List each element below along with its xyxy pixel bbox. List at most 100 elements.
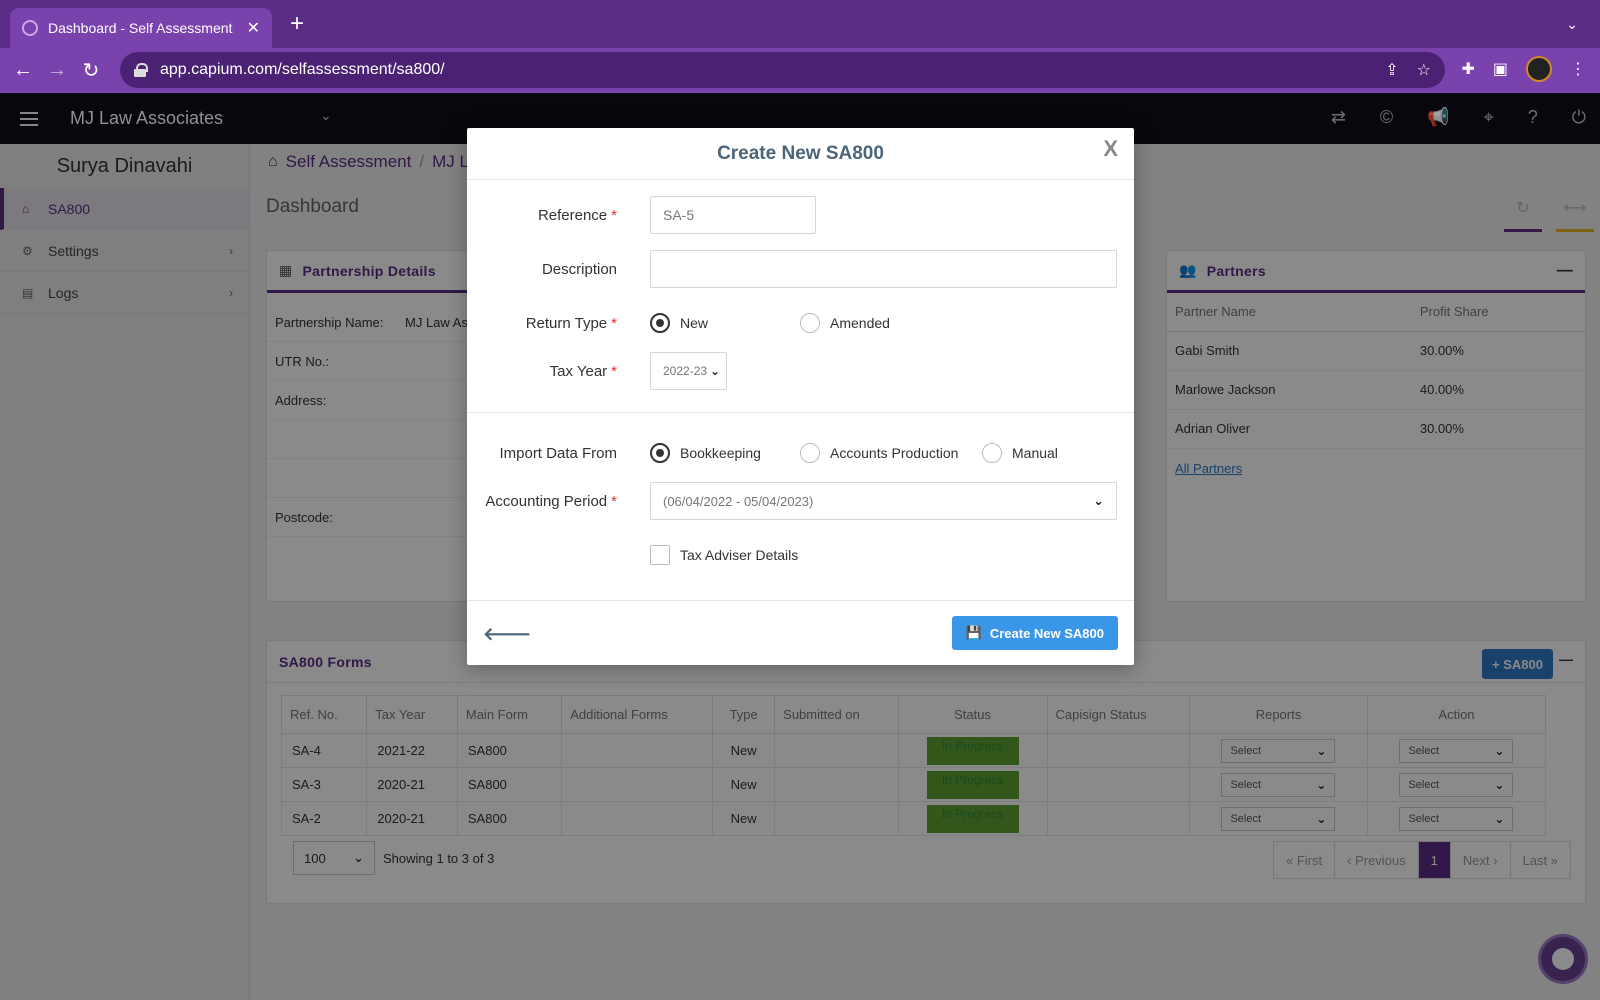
checkbox-unchecked-icon[interactable] [650, 545, 670, 565]
back-arrow-icon[interactable]: 🡐 [483, 624, 532, 644]
create-sa800-modal: Create New SA800 X Reference * SA-5 Descr… [467, 128, 1134, 665]
chevron-down-icon: ⌄ [1316, 811, 1327, 826]
return-type-new-radio[interactable]: New [650, 313, 708, 333]
button-label: Create New SA800 [989, 625, 1104, 641]
action-select[interactable]: Select ⌄ [1399, 738, 1514, 763]
description-row: Description [467, 250, 1134, 288]
action-select[interactable]: Select ⌄ [1399, 806, 1514, 831]
chrome-menu-icon[interactable]: ⋮ [1570, 61, 1586, 78]
sidebar-item-settings[interactable]: ⚙ Settings › [0, 230, 249, 272]
home-icon[interactable]: ⌂ [268, 153, 278, 170]
add-sa800-button[interactable]: + SA800 [1482, 649, 1553, 679]
table-row: Gabi Smith 30.00% [1167, 331, 1585, 371]
import-bookkeeping-radio[interactable]: Bookkeeping [650, 443, 761, 463]
import-manual-radio[interactable]: Manual [982, 443, 1058, 463]
create-sa800-button[interactable]: 💾 Create New SA800 [951, 616, 1118, 650]
url-text[interactable]: app.capium.com/selfassessment/sa800/ [160, 61, 445, 78]
action-select[interactable]: Select ⌄ [1399, 772, 1514, 797]
browser-tab[interactable]: Dashboard - Self Assessment ✕ [10, 8, 272, 48]
chevron-down-icon: ⌄ [1316, 743, 1327, 758]
radio-label: Accounts Production [830, 445, 959, 461]
hamburger-menu-icon[interactable] [20, 111, 38, 126]
reload-icon[interactable]: ↻ [82, 60, 100, 82]
partner-name: Adrian Oliver [1167, 409, 1412, 449]
chevron-down-icon: ⌄ [709, 364, 720, 378]
ref-cell: SA-2 [280, 801, 368, 836]
chevron-down-icon[interactable]: ⌄ [320, 107, 332, 123]
tab-close-icon[interactable]: ✕ [246, 20, 260, 37]
back-arrow-icon[interactable]: ← [13, 59, 33, 81]
help-icon[interactable]: ? [1527, 107, 1538, 127]
partner-name: Marlowe Jackson [1167, 370, 1412, 410]
lock-icon[interactable] [134, 63, 148, 77]
radio-unchecked-icon[interactable] [800, 313, 820, 333]
select-label: Select [1230, 778, 1262, 791]
power-icon[interactable]: ⏻ [1571, 107, 1586, 127]
tax-adviser-checkbox[interactable]: Tax Adviser Details [650, 545, 798, 565]
column-header: Additional Forms [561, 695, 714, 734]
sidebar: Surya Dinavahi ⌂ SA800 ⚙ Settings › ▤ Lo… [0, 144, 250, 1000]
radio-checked-icon[interactable] [650, 313, 670, 333]
sidebar-item-sa800[interactable]: ⌂ SA800 [0, 188, 249, 230]
tab-list-chevron-icon[interactable]: ⌄ [1566, 16, 1578, 32]
refresh-icon[interactable]: ↻ [1504, 198, 1542, 232]
extensions-puzzle-icon[interactable]: ✚ [1461, 61, 1475, 78]
side-panel-icon[interactable]: ▣ [1492, 61, 1508, 78]
last-page-button[interactable]: Last » [1510, 842, 1570, 878]
field-label: Import Data From [499, 444, 617, 462]
company-selector[interactable]: MJ Law Associates [70, 108, 224, 128]
chevron-down-icon: ⌄ [1494, 743, 1505, 758]
first-page-button[interactable]: « First [1274, 842, 1336, 878]
reports-select[interactable]: Select ⌄ [1221, 738, 1336, 763]
next-page-button[interactable]: Next › [1450, 842, 1511, 878]
column-header: Ref. No. [280, 695, 368, 734]
showing-count: Showing 1 to 3 of 3 [383, 851, 495, 866]
dash-icon[interactable]: ⟷ [1556, 198, 1594, 232]
breadcrumb-current: MJ L [432, 152, 469, 171]
forward-arrow-icon[interactable]: → [47, 59, 67, 81]
description-input[interactable] [650, 250, 1117, 288]
reference-input[interactable]: SA-5 [650, 196, 816, 234]
import-accounts-production-radio[interactable]: Accounts Production [800, 443, 958, 463]
close-icon[interactable]: X [1103, 136, 1118, 161]
capium-logo-icon[interactable]: © [1379, 107, 1394, 127]
tag-icon[interactable]: ⌖ [1483, 107, 1494, 127]
accounting-period-row: Accounting Period * (06/04/2022 - 05/04/2… [467, 482, 1134, 520]
panel-title: SA800 Forms [279, 653, 372, 670]
all-partners-link[interactable]: All Partners [1175, 460, 1243, 476]
radio-unchecked-icon[interactable] [800, 443, 820, 463]
radio-label: New [680, 315, 709, 331]
reports-select[interactable]: Select ⌄ [1221, 806, 1336, 831]
bookmark-star-icon[interactable]: ☆ [1416, 62, 1431, 79]
reports-select[interactable]: Select ⌄ [1221, 772, 1336, 797]
radio-unchecked-icon[interactable] [982, 443, 1002, 463]
select-label: Select [1408, 778, 1440, 791]
ref-cell: SA-3 [280, 767, 368, 802]
accounting-period-select[interactable]: (06/04/2022 - 05/04/2023) ⌄ [650, 482, 1117, 520]
panel-header: 👥 Partners — [1167, 251, 1585, 293]
sidebar-item-logs[interactable]: ▤ Logs › [0, 272, 249, 314]
breadcrumb-root[interactable]: Self Assessment [285, 152, 412, 171]
radio-checked-icon[interactable] [650, 443, 670, 463]
collapse-icon[interactable]: — [1559, 651, 1573, 667]
sa800-forms-table: Ref. No. Tax Year Main Form Additional F… [280, 695, 1547, 836]
new-tab-button[interactable]: + [290, 10, 305, 37]
page-size-select[interactable]: 100 ⌄ [293, 841, 375, 875]
tax-year-select[interactable]: 2022-23 ⌄ [650, 352, 727, 390]
return-type-amended-radio[interactable]: Amended [800, 313, 890, 333]
previous-page-button[interactable]: ‹ Previous [1335, 842, 1419, 878]
share-icon[interactable]: ⇪ [1385, 62, 1399, 79]
collapse-icon[interactable]: — [1556, 261, 1573, 279]
address-bar[interactable]: app.capium.com/selfassessment/sa800/ ⇪ ☆ [120, 52, 1445, 88]
switch-arrows-icon[interactable]: ⇄ [1330, 107, 1346, 127]
page-size-value: 100 [304, 850, 326, 866]
current-page-button[interactable]: 1 [1418, 842, 1451, 878]
detail-value: MJ Law As [405, 314, 468, 330]
megaphone-icon[interactable]: 📢 [1427, 107, 1450, 127]
checkbox-label: Tax Adviser Details [680, 547, 799, 563]
chat-widget-button[interactable] [1538, 934, 1588, 984]
panel-title: Partnership Details [302, 262, 436, 279]
required-mark: * [611, 492, 617, 510]
profile-avatar[interactable] [1526, 56, 1552, 82]
year-cell: 2020-21 [366, 767, 458, 802]
